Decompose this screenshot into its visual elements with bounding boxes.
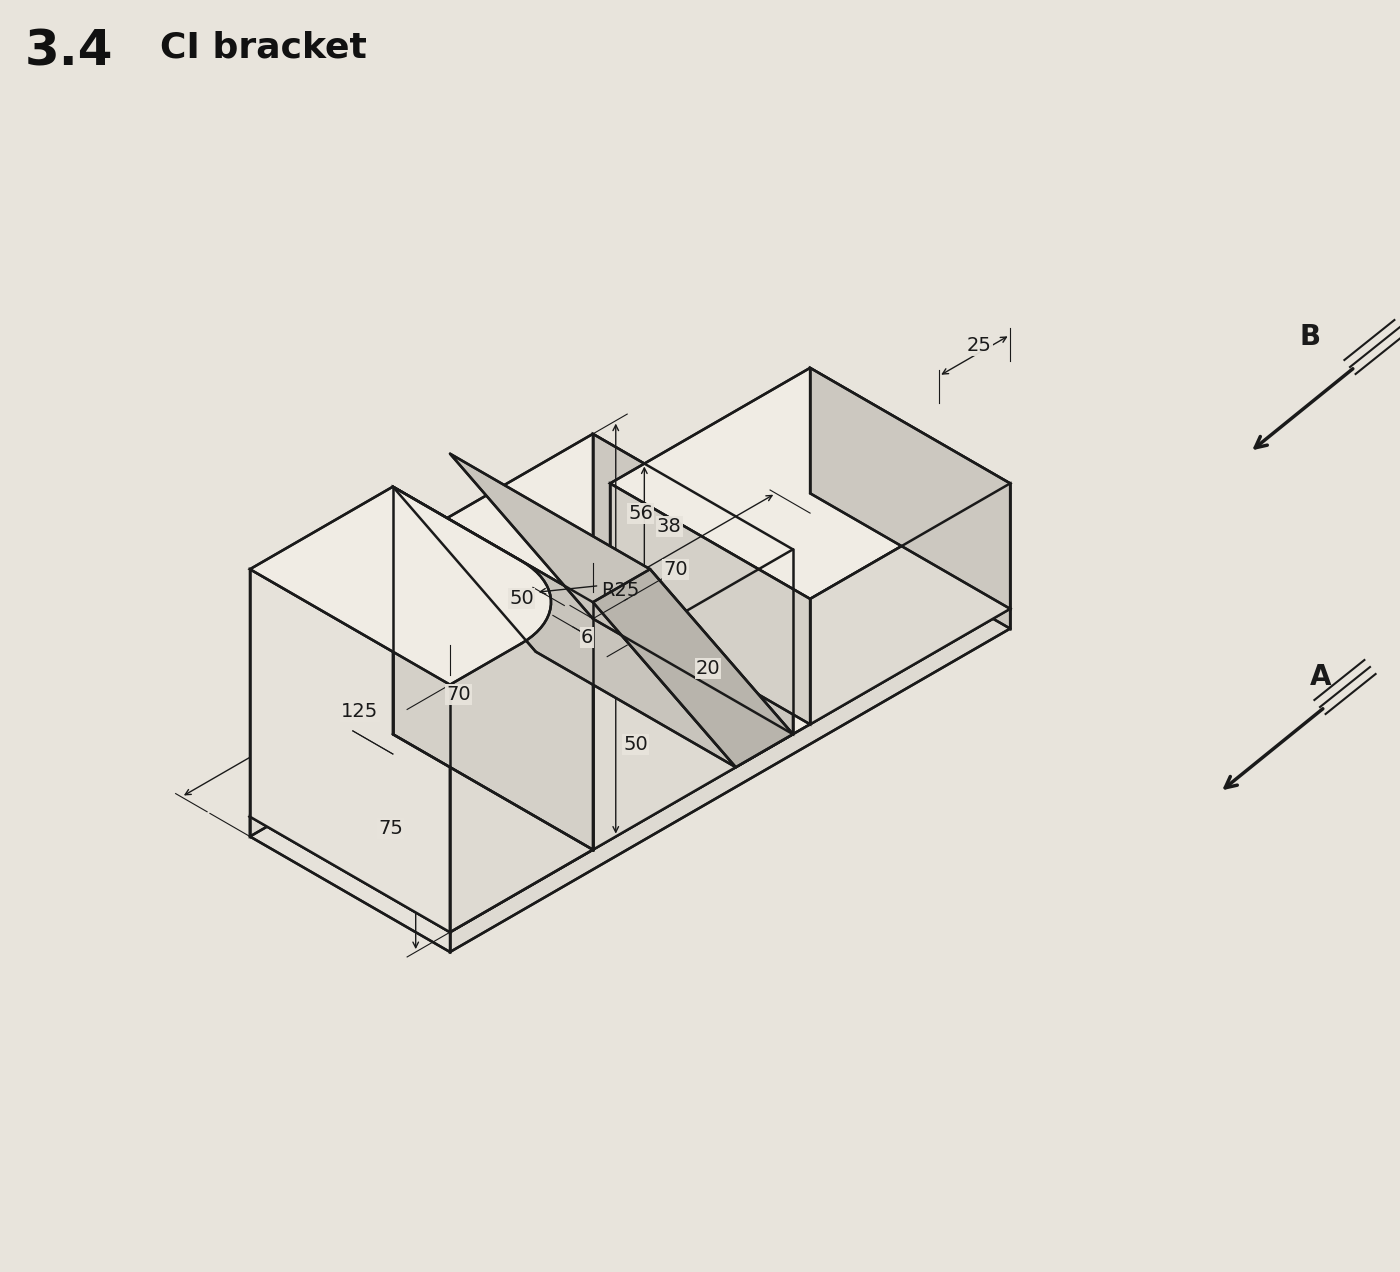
Text: B: B — [1301, 323, 1322, 351]
Text: 70: 70 — [664, 560, 687, 579]
Polygon shape — [251, 569, 449, 932]
Polygon shape — [251, 494, 1011, 932]
Text: 70: 70 — [447, 684, 470, 703]
Polygon shape — [811, 368, 1011, 609]
Text: 3.4: 3.4 — [25, 27, 113, 75]
Text: 75: 75 — [378, 819, 403, 838]
Polygon shape — [592, 434, 792, 734]
Text: 6: 6 — [581, 628, 594, 646]
Polygon shape — [393, 550, 592, 850]
Text: 38: 38 — [657, 516, 682, 536]
Text: 125: 125 — [342, 702, 378, 721]
Polygon shape — [811, 494, 1011, 628]
Polygon shape — [811, 483, 1011, 724]
Polygon shape — [251, 817, 449, 951]
Polygon shape — [592, 569, 792, 767]
Polygon shape — [393, 434, 792, 665]
Polygon shape — [251, 487, 552, 684]
Text: 50: 50 — [623, 735, 648, 753]
Text: 25: 25 — [967, 336, 991, 355]
Polygon shape — [610, 483, 811, 724]
Text: 56: 56 — [629, 504, 654, 523]
Polygon shape — [449, 454, 792, 734]
Text: R25: R25 — [602, 581, 640, 600]
Text: CI bracket: CI bracket — [160, 31, 367, 64]
Polygon shape — [449, 602, 592, 932]
Text: A: A — [1310, 663, 1331, 691]
Polygon shape — [449, 609, 1011, 951]
Polygon shape — [610, 368, 1011, 599]
Polygon shape — [592, 550, 792, 850]
Text: 20: 20 — [696, 659, 720, 678]
Text: 50: 50 — [510, 589, 533, 608]
Polygon shape — [251, 494, 811, 837]
Polygon shape — [393, 487, 736, 767]
Polygon shape — [393, 487, 592, 850]
